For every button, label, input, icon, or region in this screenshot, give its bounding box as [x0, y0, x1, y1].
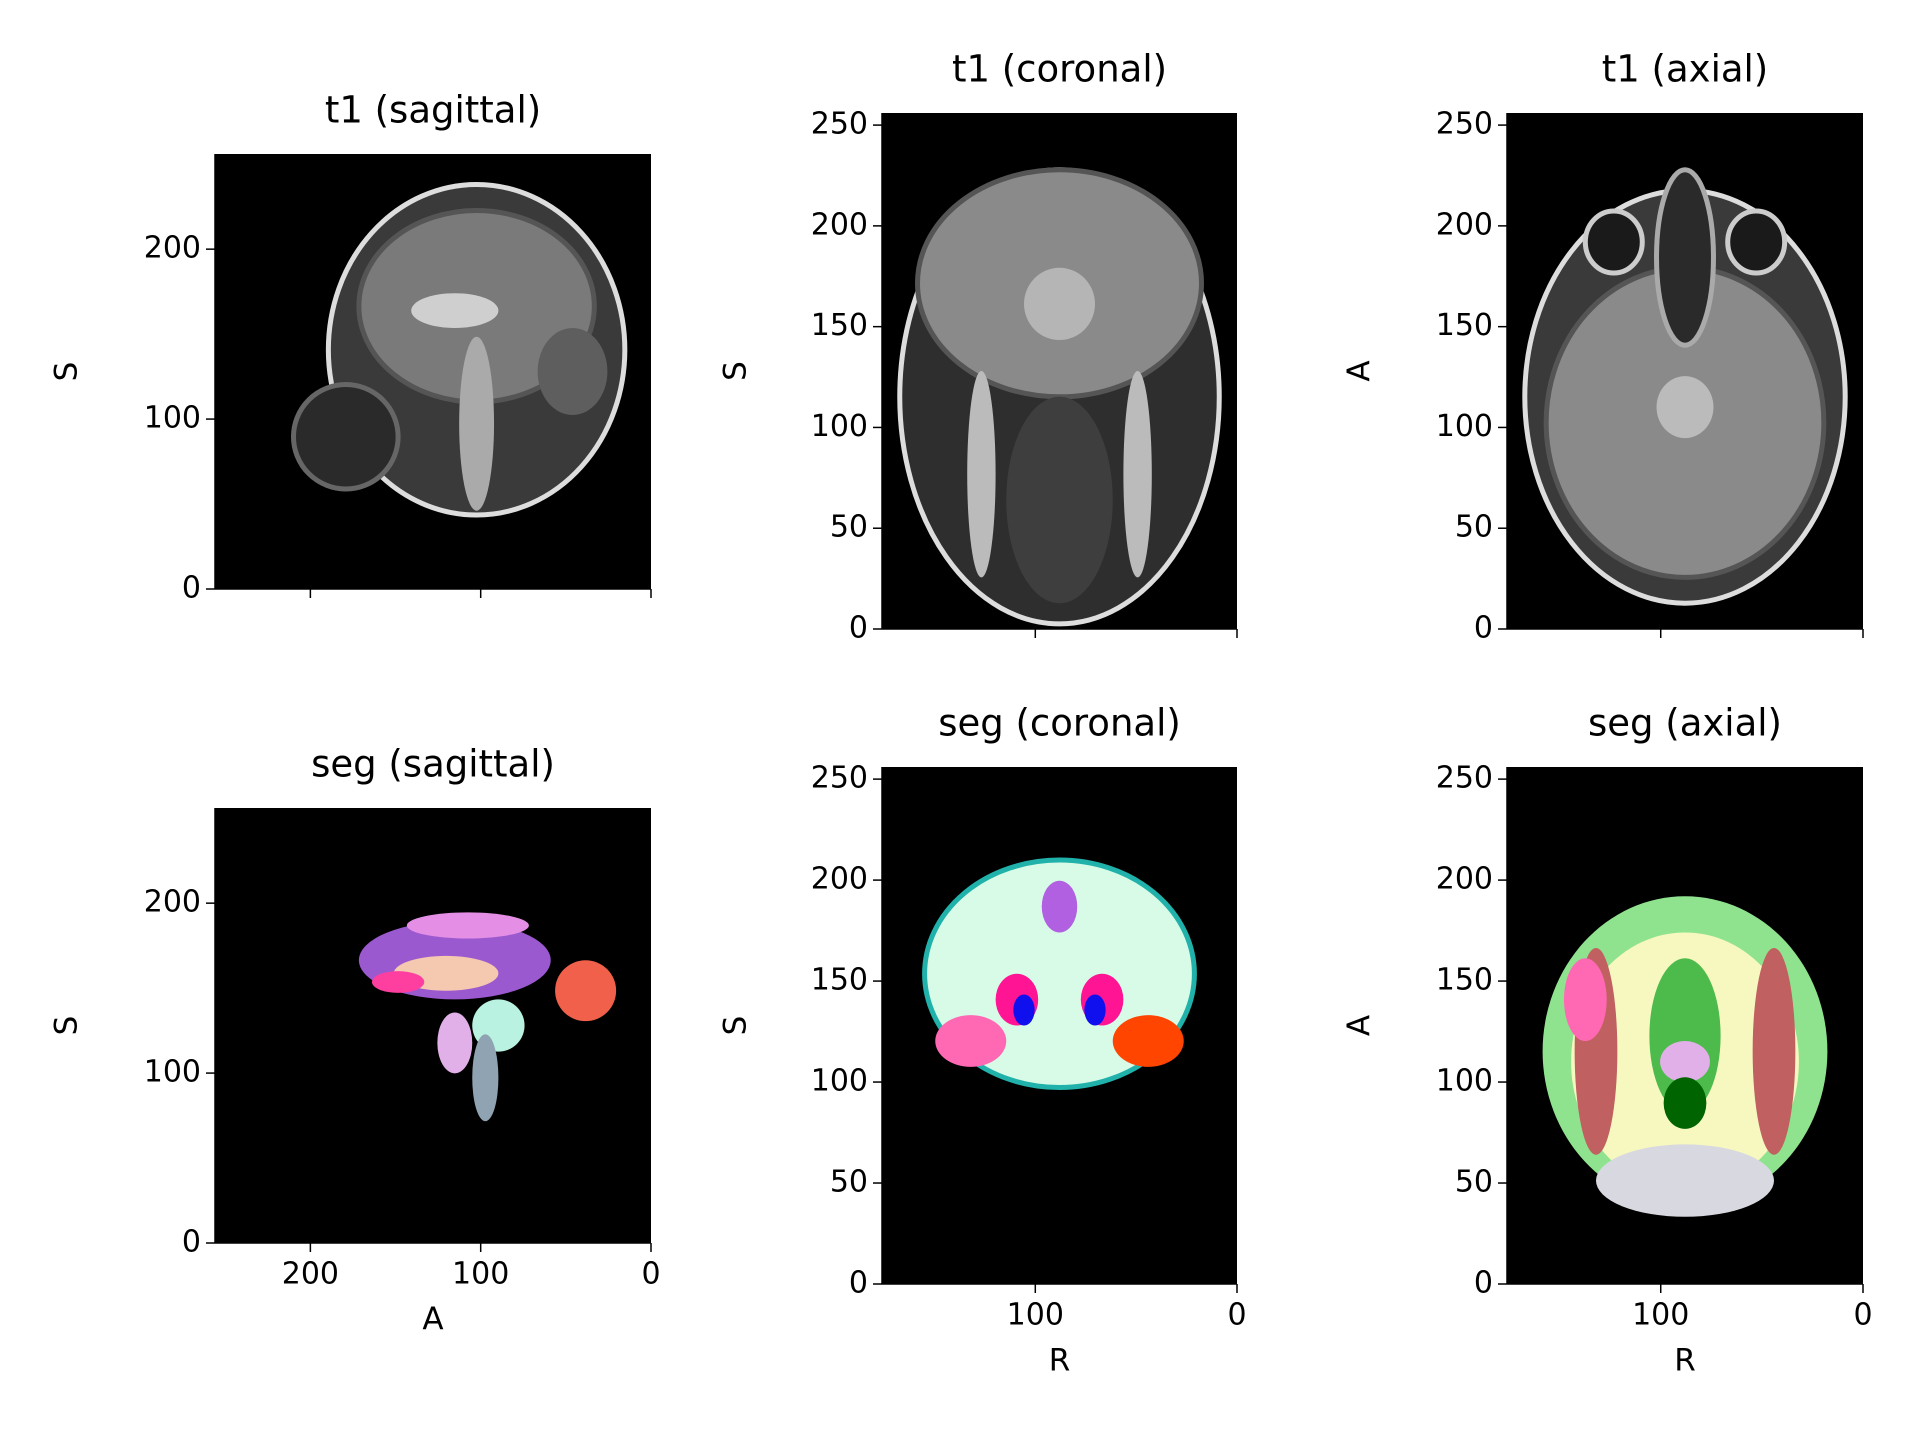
subplot: 0 100 200 t1 (sagittal) S: [49, 89, 652, 606]
subplot-title: seg (sagittal): [311, 743, 555, 786]
x-tick-label: 0: [1227, 1298, 1246, 1333]
image-region: [1024, 267, 1095, 341]
subplot-title: seg (coronal): [938, 702, 1181, 745]
image-region: [290, 382, 401, 492]
y-tick-label: 100: [811, 409, 868, 444]
x-tick-label: 100: [1007, 1298, 1064, 1333]
subplot: 0 50 100 150 200 250 t1 (axial) A: [1342, 48, 1864, 646]
y-tick-label: 250: [1436, 107, 1493, 142]
y-tick-label: 200: [1436, 862, 1493, 897]
image-region: [1582, 208, 1645, 276]
y-tick-label: 150: [811, 308, 868, 343]
image-region: [371, 971, 425, 993]
x-axis-label: R: [1674, 1343, 1696, 1379]
subplot-title: t1 (sagittal): [325, 89, 541, 132]
y-axis-label: S: [49, 362, 85, 382]
y-axis-label: A: [1342, 1015, 1378, 1036]
subplot: 0 100 200 200 100 0 seg (sagittal) S A: [49, 743, 661, 1338]
y-tick-label: 150: [1436, 963, 1493, 998]
image-region: [922, 857, 1197, 1091]
image-region: [459, 336, 495, 511]
image-region: [1654, 167, 1716, 348]
y-tick-label: 250: [1436, 761, 1493, 796]
y-tick-label: 0: [182, 1225, 201, 1260]
image-region: [411, 293, 499, 328]
y-tick-label: 50: [830, 510, 868, 545]
y-tick-label: 200: [811, 862, 868, 897]
y-tick-label: 250: [811, 107, 868, 142]
y-tick-label: 200: [144, 231, 201, 266]
image-region: [1013, 994, 1035, 1026]
y-tick-label: 50: [1455, 510, 1493, 545]
subplot-title: t1 (coronal): [952, 48, 1167, 91]
x-tick-label: 0: [1853, 1298, 1872, 1333]
y-tick-label: 100: [144, 401, 201, 436]
y-tick-label: 200: [811, 207, 868, 242]
image-region: [406, 912, 529, 939]
y-tick-label: 0: [1474, 1266, 1493, 1301]
subplot-title: t1 (axial): [1602, 48, 1768, 91]
y-tick-label: 50: [830, 1165, 868, 1200]
image-region: [1084, 994, 1106, 1026]
y-tick-label: 200: [144, 885, 201, 920]
y-tick-label: 0: [1474, 611, 1493, 646]
x-axis-label: R: [1049, 1343, 1071, 1379]
x-axis-label: A: [422, 1302, 443, 1338]
y-tick-label: 100: [1436, 1064, 1493, 1099]
subplot: 0 50 100 150 200 250 t1 (coronal) S: [718, 48, 1238, 646]
y-axis-label: S: [718, 361, 754, 381]
image-region: [1112, 1015, 1184, 1067]
image-region: [1041, 880, 1078, 933]
y-tick-label: 100: [1436, 409, 1493, 444]
image-region: [1660, 1041, 1710, 1083]
y-axis-label: A: [1342, 360, 1378, 381]
image-region: [437, 1012, 473, 1074]
y-axis-label: S: [49, 1016, 85, 1036]
image-region: [967, 371, 996, 578]
subplot: 0 50 100 150 200 250 100 0 seg (coronal) S R: [718, 702, 1247, 1379]
image-region: [555, 960, 617, 1022]
image-region: [1563, 958, 1607, 1042]
y-tick-label: 100: [144, 1055, 201, 1090]
x-tick-label: 0: [641, 1257, 660, 1292]
image-region: [1752, 947, 1796, 1155]
image-region: [472, 1034, 499, 1122]
y-tick-label: 0: [849, 1266, 868, 1301]
image-region: [1663, 1077, 1707, 1129]
image-region: [1656, 376, 1714, 439]
y-tick-label: 0: [849, 611, 868, 646]
y-tick-label: 250: [811, 761, 868, 796]
image-background: [215, 808, 651, 1243]
x-tick-label: 100: [452, 1257, 509, 1292]
x-tick-label: 100: [1632, 1298, 1689, 1333]
y-tick-label: 0: [182, 571, 201, 606]
y-tick-label: 100: [811, 1064, 868, 1099]
y-tick-label: 200: [1436, 207, 1493, 242]
subplot: 0 50 100 150 200 250 100 0 seg (axial) A R: [1342, 702, 1873, 1379]
y-tick-label: 150: [1436, 308, 1493, 343]
image-region: [935, 1015, 1007, 1067]
y-tick-label: 150: [811, 963, 868, 998]
x-tick-label: 200: [282, 1257, 339, 1292]
image-region: [1123, 371, 1152, 578]
y-axis-label: S: [718, 1016, 754, 1036]
y-tick-label: 50: [1455, 1165, 1493, 1200]
image-region: [1725, 208, 1788, 276]
image-region: [1596, 1144, 1774, 1217]
image-region: [537, 328, 608, 415]
image-region: [1006, 396, 1113, 604]
subplot-title: seg (axial): [1588, 702, 1782, 745]
